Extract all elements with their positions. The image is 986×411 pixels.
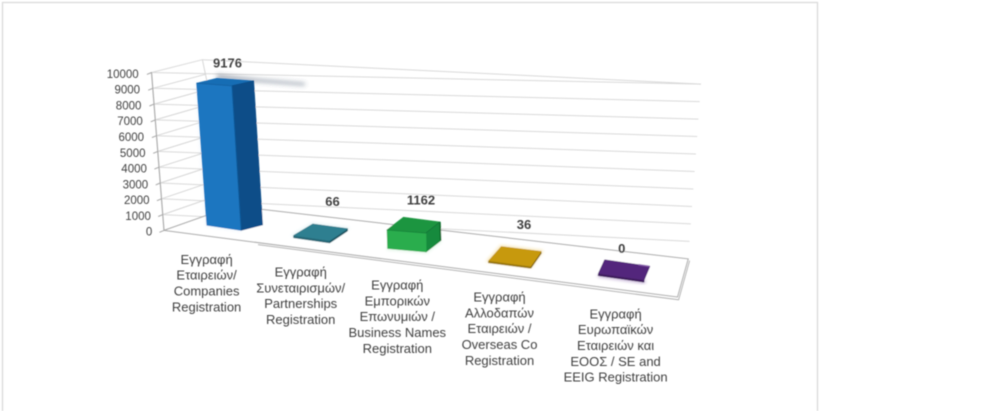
svg-text:1162: 1162 xyxy=(407,192,435,207)
svg-text:7000: 7000 xyxy=(117,116,143,128)
svg-text:Registration: Registration xyxy=(172,299,241,314)
svg-text:1000: 1000 xyxy=(125,211,151,223)
svg-text:Εταιρειών και: Εταιρειών και xyxy=(577,338,654,353)
svg-text:Companies: Companies xyxy=(174,284,240,299)
svg-text:Registration: Registration xyxy=(363,341,432,356)
svg-text:Business Names: Business Names xyxy=(349,325,447,340)
svg-text:Εγγραφή: Εγγραφή xyxy=(589,306,641,321)
svg-text:Εγγραφή: Εγγραφή xyxy=(275,265,327,280)
svg-text:2000: 2000 xyxy=(124,195,150,207)
svg-text:Εμπορικών: Εμπορικών xyxy=(365,293,430,308)
svg-text:6000: 6000 xyxy=(119,132,145,144)
svg-text:Εγγραφή: Εγγραφή xyxy=(473,290,525,305)
svg-text:Επωνυμιών /: Επωνυμιών / xyxy=(360,309,436,324)
svg-text:5000: 5000 xyxy=(120,148,146,160)
svg-text:4000: 4000 xyxy=(121,164,147,176)
svg-text:Εταιρειών /: Εταιρειών / xyxy=(468,321,532,336)
svg-text:Αλλοδαπών: Αλλοδαπών xyxy=(465,305,534,320)
svg-text:Registration: Registration xyxy=(465,353,534,368)
svg-text:66: 66 xyxy=(325,194,339,209)
svg-text:0: 0 xyxy=(618,241,625,256)
svg-text:Overseas Co: Overseas Co xyxy=(462,337,538,352)
svg-text:9176: 9176 xyxy=(213,55,242,70)
svg-text:36: 36 xyxy=(517,217,531,232)
svg-text:10000: 10000 xyxy=(107,69,139,81)
svg-text:Εγγραφή: Εγγραφή xyxy=(371,278,423,293)
svg-text:8000: 8000 xyxy=(116,100,142,112)
svg-text:Ευρωπαϊκών: Ευρωπαϊκών xyxy=(578,322,653,337)
svg-text:Εταιρειών/: Εταιρειών/ xyxy=(176,268,237,283)
svg-text:ΕΟΟΣ / SE and: ΕΟΟΣ / SE and xyxy=(570,354,660,369)
svg-text:3000: 3000 xyxy=(123,179,149,191)
svg-text:Partnerships: Partnerships xyxy=(264,296,337,311)
svg-text:Registration: Registration xyxy=(266,312,335,327)
svg-text:9000: 9000 xyxy=(115,85,141,97)
svg-text:Εγγραφή: Εγγραφή xyxy=(180,252,232,267)
svg-text:EEIG Registration: EEIG Registration xyxy=(564,370,668,385)
svg-text:Συνεταιρισμών/: Συνεταιρισμών/ xyxy=(256,280,345,295)
svg-text:0: 0 xyxy=(146,227,152,239)
